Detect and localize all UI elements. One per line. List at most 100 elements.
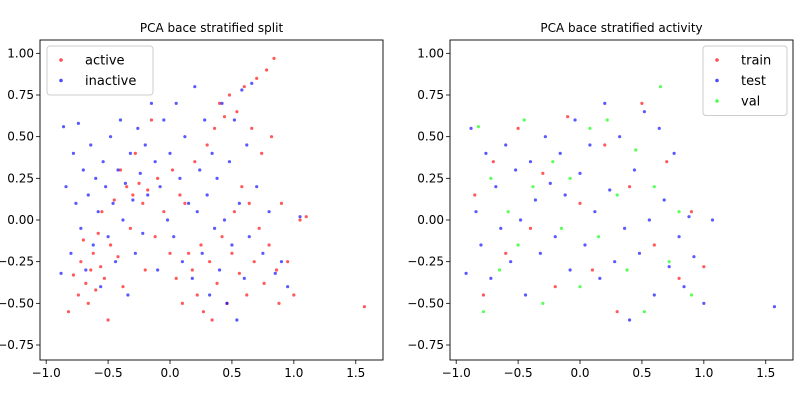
point-test-17 <box>548 181 552 185</box>
point-inactive-17 <box>104 185 108 189</box>
point-active-48 <box>215 281 219 285</box>
x-tick-label: 1.0 <box>284 366 303 380</box>
point-inactive-51 <box>198 168 202 172</box>
legend-label: test <box>741 74 766 89</box>
y-tick-label: 0.50 <box>7 130 34 144</box>
point-val-19 <box>642 310 647 314</box>
legend-marker-train <box>715 58 719 62</box>
point-inactive-4 <box>71 151 76 155</box>
point-test-32 <box>623 226 627 230</box>
point-inactive-41 <box>168 151 172 155</box>
point-active-24 <box>137 181 141 185</box>
point-active-30 <box>156 176 160 180</box>
point-test-45 <box>687 215 691 219</box>
point-active-35 <box>178 193 182 197</box>
point-active-4 <box>81 238 85 242</box>
point-active-3 <box>79 260 83 264</box>
y-tick-label: −0.75 <box>0 338 34 352</box>
point-active-43 <box>201 310 206 314</box>
point-inactive-58 <box>215 176 219 180</box>
point-test-2 <box>474 210 478 214</box>
point-test-37 <box>647 218 651 222</box>
point-train-6 <box>541 171 545 175</box>
point-inactive-10 <box>86 193 90 197</box>
point-active-34 <box>174 276 178 280</box>
point-active-10 <box>96 231 100 235</box>
point-active-38 <box>186 251 191 255</box>
point-test-12 <box>523 293 528 297</box>
point-active-76 <box>292 293 296 297</box>
point-val-10 <box>559 226 564 230</box>
plot-frame <box>449 39 794 361</box>
point-test-27 <box>598 276 602 280</box>
point-active-73 <box>277 301 281 305</box>
point-inactive-13 <box>94 176 98 180</box>
x-tick-label: 1.5 <box>756 366 775 380</box>
point-test-49 <box>772 305 777 309</box>
point-inactive-65 <box>232 118 237 122</box>
point-active-29 <box>153 235 157 239</box>
point-inactive-54 <box>205 193 209 197</box>
point-test-31 <box>618 135 622 139</box>
point-inactive-37 <box>156 268 160 272</box>
point-test-46 <box>692 255 696 259</box>
point-val-12 <box>578 285 582 289</box>
point-active-36 <box>180 301 184 305</box>
point-inactive-78 <box>286 285 290 289</box>
point-active-1 <box>71 273 76 277</box>
legend: active inactive <box>46 45 154 96</box>
point-inactive-34 <box>146 193 150 197</box>
point-inactive-67 <box>237 201 241 205</box>
point-active-71 <box>272 56 276 60</box>
legend-label: train <box>741 54 771 69</box>
point-test-20 <box>563 193 567 197</box>
point-val-14 <box>596 235 601 239</box>
point-train-9 <box>578 201 582 205</box>
data-points <box>59 56 367 322</box>
point-active-9 <box>94 288 98 292</box>
point-active-23 <box>133 151 137 155</box>
point-active-13 <box>102 276 106 280</box>
point-test-44 <box>682 285 686 289</box>
point-active-63 <box>252 260 256 264</box>
point-active-59 <box>242 85 246 89</box>
point-test-16 <box>543 135 547 139</box>
point-test-34 <box>632 168 637 172</box>
y-tick-label: −0.50 <box>0 296 34 310</box>
point-active-79 <box>362 305 367 309</box>
point-active-69 <box>267 243 271 247</box>
point-active-47 <box>213 126 217 130</box>
point-inactive-0 <box>59 271 63 275</box>
point-inactive-32 <box>141 231 145 235</box>
point-active-61 <box>247 201 251 205</box>
point-train-7 <box>553 285 557 289</box>
point-test-35 <box>637 251 642 255</box>
point-active-72 <box>274 268 279 272</box>
point-test-30 <box>613 260 617 264</box>
point-train-10 <box>590 268 595 272</box>
point-inactive-22 <box>116 168 120 172</box>
point-active-51 <box>222 115 227 119</box>
point-active-18 <box>118 168 123 172</box>
point-inactive-33 <box>143 143 147 147</box>
point-active-53 <box>227 93 232 97</box>
point-val-1 <box>481 310 486 314</box>
point-inactive-26 <box>126 293 130 297</box>
point-test-11 <box>518 218 523 222</box>
point-active-67 <box>262 281 266 285</box>
point-inactive-1 <box>61 125 66 129</box>
x-tick-label: 0.0 <box>570 366 589 380</box>
point-inactive-52 <box>200 251 204 255</box>
point-val-11 <box>568 176 572 180</box>
point-active-65 <box>257 226 261 230</box>
point-test-18 <box>553 235 557 239</box>
point-inactive-55 <box>208 293 212 297</box>
x-tick-label: 1.0 <box>694 366 713 380</box>
point-active-37 <box>183 201 187 205</box>
point-val-2 <box>489 176 493 180</box>
point-inactive-45 <box>180 260 184 264</box>
point-active-55 <box>232 210 237 214</box>
point-val-18 <box>634 148 638 152</box>
point-inactive-20 <box>111 201 115 205</box>
point-active-70 <box>269 135 274 139</box>
